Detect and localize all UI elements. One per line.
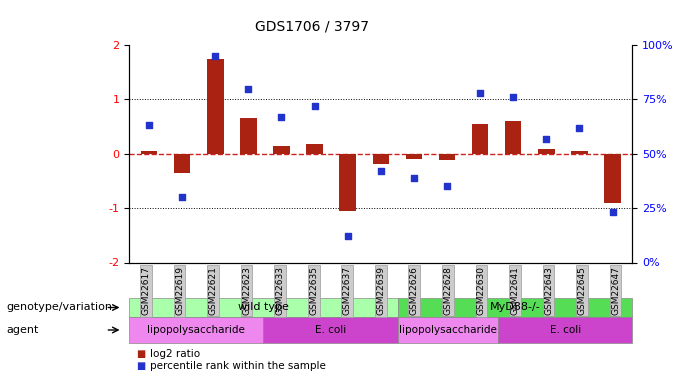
Text: genotype/variation: genotype/variation bbox=[7, 303, 113, 312]
Text: ■: ■ bbox=[136, 361, 146, 370]
Point bbox=[607, 210, 618, 216]
Text: lipopolysaccharide: lipopolysaccharide bbox=[148, 325, 245, 335]
Text: ■: ■ bbox=[136, 350, 146, 359]
Point bbox=[441, 183, 452, 189]
Text: GSM22626: GSM22626 bbox=[410, 266, 419, 315]
Text: percentile rank within the sample: percentile rank within the sample bbox=[150, 361, 326, 370]
Point bbox=[475, 90, 486, 96]
Point bbox=[508, 94, 519, 100]
Point bbox=[276, 114, 287, 120]
Bar bbox=[505, 121, 522, 154]
Text: MyD88-/-: MyD88-/- bbox=[490, 303, 541, 312]
Text: GSM22645: GSM22645 bbox=[577, 266, 587, 315]
Text: GSM22633: GSM22633 bbox=[275, 266, 285, 315]
Point bbox=[342, 233, 353, 239]
Bar bbox=[439, 154, 456, 160]
Point bbox=[409, 175, 420, 181]
Bar bbox=[373, 154, 389, 164]
Bar bbox=[472, 124, 488, 154]
Point bbox=[243, 86, 254, 92]
Point bbox=[309, 103, 320, 109]
Bar bbox=[306, 144, 323, 154]
Point bbox=[210, 53, 221, 59]
Text: GSM22619: GSM22619 bbox=[175, 266, 184, 315]
Point bbox=[541, 135, 551, 141]
Bar bbox=[538, 149, 555, 154]
Bar bbox=[273, 146, 290, 154]
Text: agent: agent bbox=[7, 325, 39, 335]
Point bbox=[143, 123, 154, 129]
Text: GSM22647: GSM22647 bbox=[611, 266, 620, 315]
Bar bbox=[141, 151, 157, 154]
Text: E. coli: E. coli bbox=[315, 325, 346, 335]
Text: lipopolysaccharide: lipopolysaccharide bbox=[399, 325, 497, 335]
Text: GSM22641: GSM22641 bbox=[511, 266, 520, 315]
Text: GSM22623: GSM22623 bbox=[242, 266, 251, 315]
Point bbox=[177, 194, 188, 200]
Text: E. coli: E. coli bbox=[549, 325, 581, 335]
Text: wild type: wild type bbox=[238, 303, 289, 312]
Bar bbox=[406, 154, 422, 159]
Text: GDS1706 / 3797: GDS1706 / 3797 bbox=[255, 20, 369, 34]
Text: GSM22617: GSM22617 bbox=[141, 266, 150, 315]
Bar bbox=[605, 154, 621, 203]
Text: log2 ratio: log2 ratio bbox=[150, 350, 200, 359]
Text: GSM22630: GSM22630 bbox=[477, 266, 486, 315]
Point bbox=[574, 124, 585, 130]
Point bbox=[375, 168, 386, 174]
Text: GSM22643: GSM22643 bbox=[544, 266, 553, 315]
Text: GSM22635: GSM22635 bbox=[309, 266, 318, 315]
Bar bbox=[207, 58, 224, 154]
Text: GSM22639: GSM22639 bbox=[376, 266, 386, 315]
Bar bbox=[339, 154, 356, 211]
Bar bbox=[571, 151, 588, 154]
Bar bbox=[174, 154, 190, 173]
Text: GSM22621: GSM22621 bbox=[209, 266, 218, 315]
Text: GSM22628: GSM22628 bbox=[443, 266, 452, 315]
Text: GSM22637: GSM22637 bbox=[343, 266, 352, 315]
Bar bbox=[240, 118, 256, 154]
